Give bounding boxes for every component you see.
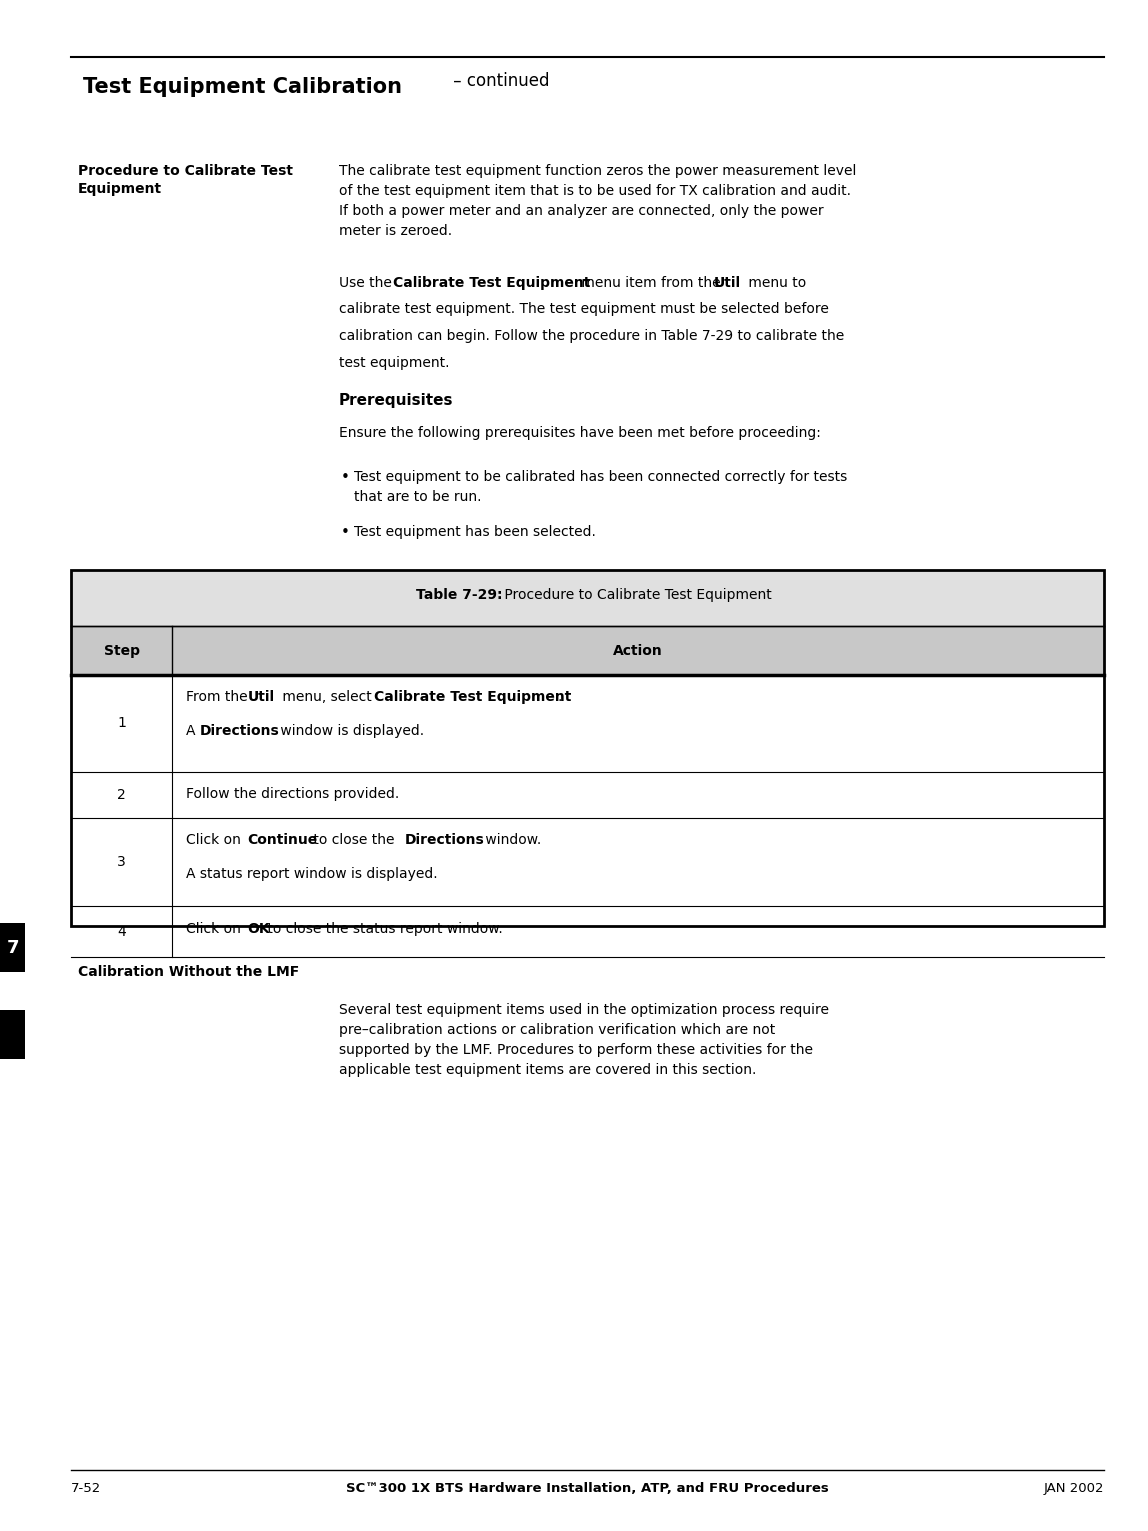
Text: 3: 3 [117, 854, 126, 870]
Text: Calibrate Test Equipment: Calibrate Test Equipment [374, 690, 571, 704]
Bar [71, 570, 1104, 626]
Text: calibrate test equipment. The test equipment must be selected before: calibrate test equipment. The test equip… [339, 302, 829, 317]
Text: •: • [341, 525, 350, 540]
Bar [0, 1010, 25, 1059]
Text: SC™300 1X BTS Hardware Installation, ATP, and FRU Procedures: SC™300 1X BTS Hardware Installation, ATP… [347, 1482, 829, 1494]
Text: Directions: Directions [404, 833, 484, 847]
Text: Ensure the following prerequisites have been met before proceeding:: Ensure the following prerequisites have … [339, 426, 821, 439]
Text: window.: window. [481, 833, 541, 847]
Text: Step: Step [103, 643, 140, 658]
Text: Continue: Continue [248, 833, 318, 847]
Text: Action: Action [613, 643, 664, 658]
Text: Procedure to Calibrate Test
Equipment: Procedure to Calibrate Test Equipment [78, 164, 293, 196]
Text: Calibrate Test Equipment: Calibrate Test Equipment [394, 276, 591, 289]
Text: Directions: Directions [200, 724, 279, 738]
Text: A: A [186, 724, 200, 738]
Text: menu to: menu to [744, 276, 806, 289]
Text: calibration can begin. Follow the procedure in Table 7-29 to calibrate the: calibration can begin. Follow the proced… [339, 329, 844, 343]
Text: 7: 7 [7, 939, 18, 957]
Text: to close the status report window.: to close the status report window. [263, 922, 503, 935]
Text: – continued: – continued [448, 72, 549, 90]
Text: Follow the directions provided.: Follow the directions provided. [186, 787, 400, 801]
Text: 4: 4 [117, 925, 126, 939]
Text: Util: Util [248, 690, 274, 704]
Text: to close the: to close the [309, 833, 398, 847]
Text: JAN 2002: JAN 2002 [1044, 1482, 1104, 1494]
Bar [71, 570, 1104, 926]
Text: Test Equipment Calibration: Test Equipment Calibration [83, 77, 402, 96]
Text: 7-52: 7-52 [71, 1482, 101, 1494]
Text: Test equipment to be calibrated has been connected correctly for tests
that are : Test equipment to be calibrated has been… [354, 470, 847, 504]
Text: Use the: Use the [339, 276, 396, 289]
Text: .: . [557, 690, 561, 704]
Text: Click on: Click on [186, 833, 246, 847]
Bar [0, 923, 25, 972]
Text: Util: Util [714, 276, 740, 289]
Text: Click on: Click on [186, 922, 246, 935]
Text: Calibration Without the LMF: Calibration Without the LMF [78, 965, 300, 978]
Text: OK: OK [248, 922, 270, 935]
Text: From the: From the [186, 690, 251, 704]
Text: Procedure to Calibrate Test Equipment: Procedure to Calibrate Test Equipment [501, 588, 771, 602]
Text: Table 7-29:: Table 7-29: [416, 588, 503, 602]
Text: Test equipment has been selected.: Test equipment has been selected. [354, 525, 596, 539]
Text: Prerequisites: Prerequisites [339, 393, 453, 409]
Text: 1: 1 [117, 717, 126, 730]
Text: •: • [341, 470, 350, 485]
Text: menu item from the: menu item from the [577, 276, 724, 289]
Text: A status report window is displayed.: A status report window is displayed. [186, 867, 437, 880]
Bar [71, 626, 1104, 675]
Text: test equipment.: test equipment. [339, 355, 449, 371]
Text: Several test equipment items used in the optimization process require
pre–calibr: Several test equipment items used in the… [339, 1003, 829, 1076]
Text: window is displayed.: window is displayed. [277, 724, 425, 738]
Text: The calibrate test equipment function zeros the power measurement level
of the t: The calibrate test equipment function ze… [339, 164, 856, 237]
Text: menu, select: menu, select [278, 690, 377, 704]
Text: 2: 2 [117, 787, 126, 802]
